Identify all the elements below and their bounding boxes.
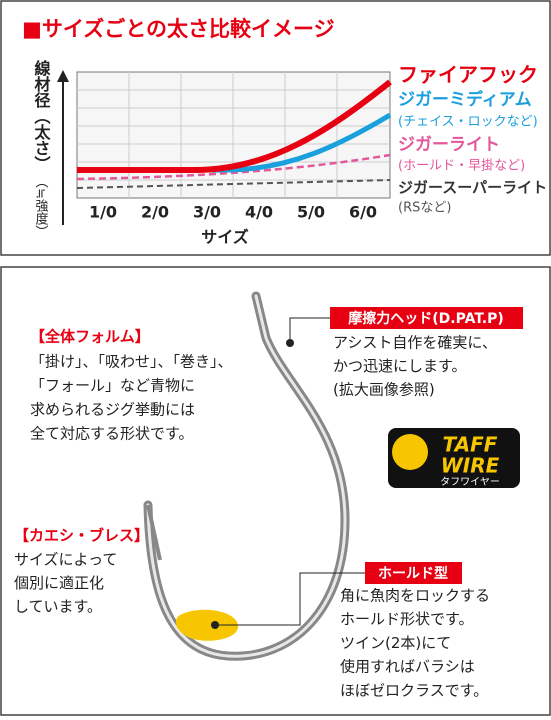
text-line: サイズによって [14,551,117,569]
logo: TAFF WIRE タフワイヤー [388,428,520,488]
logo-line: TAFF [443,433,498,457]
legend-note: (ホールド・早掛など) [398,159,525,174]
text-line: 求められるジグ挙動には [30,401,195,419]
legend-note: (RSなど) [398,201,451,216]
head-text: アシスト自作を確実に、かつ迅速にします。 (拡大画像参照) [333,334,497,399]
fire-line [77,79,392,173]
x-tick-label: 2/0 [141,203,169,222]
text-line: ほぼゼロクラスです。 [340,681,488,699]
legend-name: ジガーミディアム [398,89,532,110]
y-axis-note: （≒強度） [33,175,49,238]
legend-name: ジガースーパーライト [398,179,547,197]
legend-name: ジガーライト [398,135,500,155]
legend-name: ファイアフック [398,63,538,87]
hold-title: ホールド型 [378,565,448,582]
x-tick-label: 4/0 [245,203,273,222]
y-axis-label: 線材径（太さ） [32,59,52,172]
x-tick-label: 1/0 [89,203,117,222]
text-line: 個別に適正化 [14,574,104,592]
top-frame [0,0,551,256]
x-tick-label: 6/0 [349,203,377,222]
text-line: かつ迅速にします。 [333,357,467,375]
hold-zone [175,609,239,641]
bottom-frame [0,266,551,716]
light-line [76,153,391,181]
x-labels: 1/0 2/0 3/0 4/0 5/0 6/0 [89,203,377,222]
legend-note: (チェイス・ロックなど) [398,115,538,130]
leader [215,572,365,626]
text-line: 角に魚肉をロックする [340,587,490,605]
leader [289,317,330,343]
text-line: 全て対応する形状です。 [30,425,194,443]
form-text: 「掛け」、「吸わせ」、「巻き」、「フォール」など青物に求められるジグ挙動には全て… [30,353,233,443]
title: ■サイズごとの太さ比較イメージ [22,17,335,41]
text-line: (拡大画像参照) [333,381,435,399]
x-axis-label: サイズ [201,228,249,247]
text-line: ツイン(2本)にて [340,634,451,652]
text-line: 「フォール」など青物に [30,377,195,395]
x-tick-label: 3/0 [193,203,221,222]
hold-tag [365,562,462,584]
y-arrowhead [57,70,69,82]
hold-text: 角に魚肉をロックするホールド形状です。ツイン(2本)にて使用すればバラシはほぼゼ… [340,587,490,700]
text-line: しています。 [14,598,102,616]
leader-dot [286,339,294,347]
head-tag [330,307,523,329]
text-line: ホールド形状です。 [340,610,474,628]
logo-kana: タフワイヤー [440,476,500,488]
form-title: 【全体フォルム】 [30,328,150,346]
head-title: 摩擦力ヘッド(D.PAT.P) [348,310,503,327]
hook [143,291,350,661]
text-line: 使用すればバラシは [340,658,475,676]
text-line: 「掛け」、「吸わせ」、「巻き」、 [30,353,233,371]
logo-line: WIRE [441,454,500,478]
grid [77,72,390,198]
leader-dot [211,621,219,629]
text-line: アシスト自作を確実に、 [333,334,497,352]
plot [57,70,392,225]
super-light-line [76,179,391,189]
barb-title: 【カエシ・ブレス】 [14,527,149,545]
medium-line [77,112,392,173]
x-tick-label: 5/0 [297,203,325,222]
